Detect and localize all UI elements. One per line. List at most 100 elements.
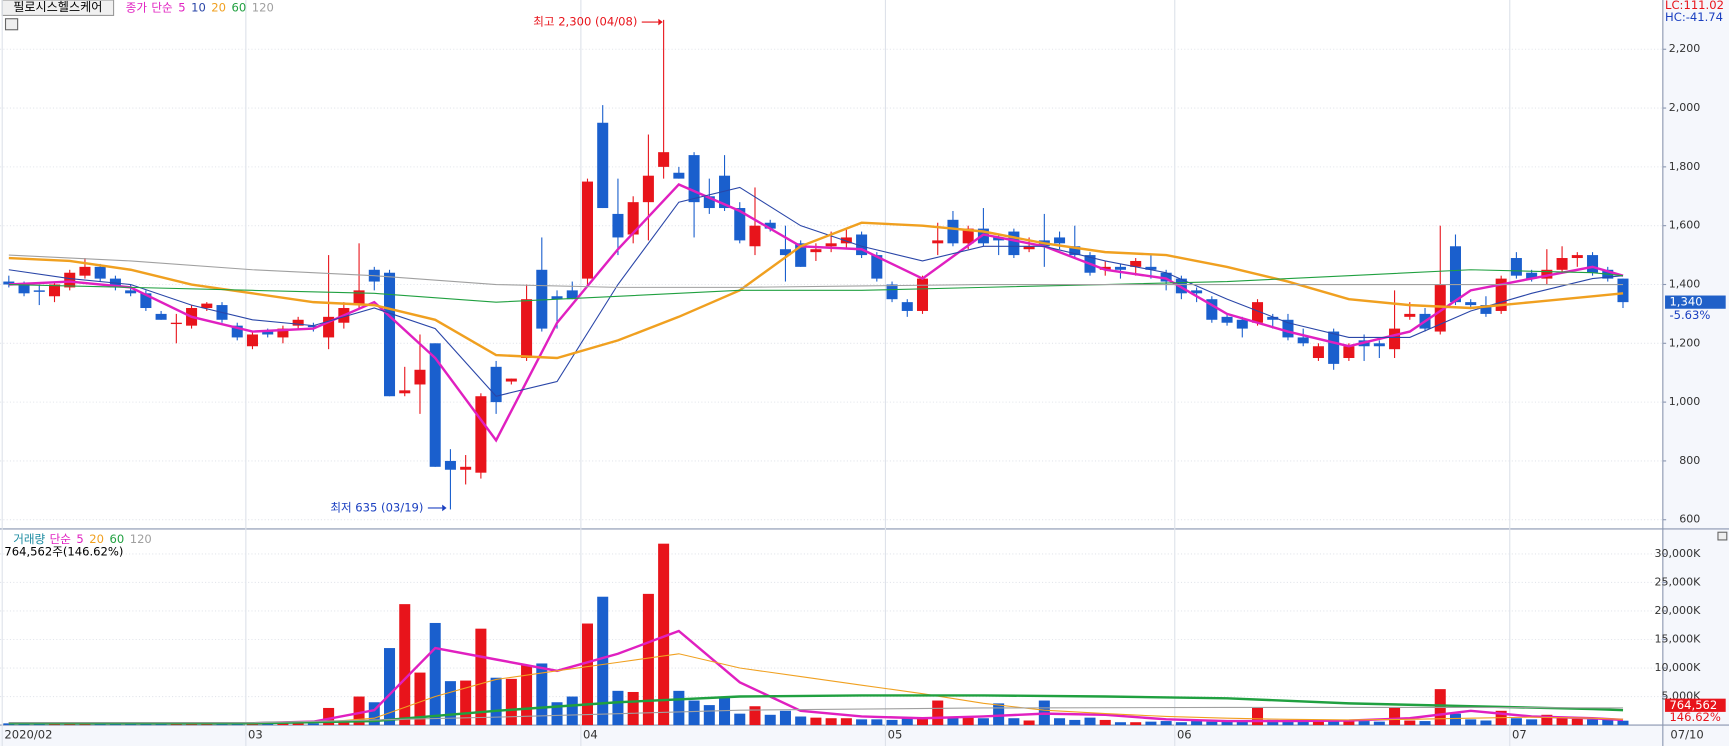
candle-body bbox=[1480, 305, 1492, 314]
moving-average bbox=[8, 254, 1624, 288]
candle-body bbox=[1510, 258, 1522, 276]
candle-body bbox=[1465, 302, 1477, 306]
volume-bar bbox=[886, 719, 898, 726]
volume-bar bbox=[734, 713, 746, 726]
volume-bar bbox=[277, 723, 289, 726]
volume-bar bbox=[490, 677, 502, 726]
candle-body bbox=[246, 334, 258, 347]
candle-body bbox=[536, 269, 548, 329]
candle-body bbox=[1297, 337, 1309, 344]
volume-bar bbox=[307, 723, 319, 726]
volume-bar bbox=[1480, 720, 1492, 726]
volume-bar bbox=[795, 716, 807, 726]
candle-body bbox=[353, 290, 365, 306]
legend-entry: 5 bbox=[178, 0, 185, 14]
candle-body bbox=[1267, 316, 1279, 320]
volume-bar bbox=[1206, 721, 1218, 726]
volume-bar bbox=[1023, 720, 1035, 726]
volume-bar bbox=[1114, 722, 1126, 726]
last-price-tag bbox=[1665, 295, 1726, 309]
volume-bar bbox=[1373, 721, 1385, 726]
volume-bar bbox=[1130, 722, 1142, 726]
settings-icon[interactable] bbox=[4, 18, 19, 31]
last-volume-label: 764,562 bbox=[1669, 698, 1717, 712]
candle-body bbox=[323, 316, 335, 338]
volume-bar bbox=[1267, 719, 1279, 726]
volume-bar bbox=[703, 705, 715, 726]
volume-bar bbox=[384, 648, 396, 726]
candle-body bbox=[1404, 313, 1416, 317]
candle-body bbox=[1221, 316, 1233, 323]
y-tick-label: 1,600 bbox=[1669, 219, 1701, 232]
volume-bar bbox=[962, 717, 974, 726]
legend-entry: 60 bbox=[232, 0, 247, 14]
candle-body bbox=[1282, 319, 1294, 338]
moving-average bbox=[8, 183, 1624, 443]
candle-body bbox=[703, 196, 715, 209]
volume-bar bbox=[566, 696, 578, 726]
low-arrowhead bbox=[442, 504, 447, 512]
legend-entry: 20 bbox=[211, 0, 226, 14]
volume-bar bbox=[1069, 719, 1081, 726]
current-date: 07/10 bbox=[1670, 727, 1703, 741]
volume-bar bbox=[1449, 713, 1461, 726]
volume-bar bbox=[429, 622, 441, 726]
candle-body bbox=[475, 396, 487, 473]
y-tick-label: 600 bbox=[1679, 513, 1700, 526]
high-arrowhead bbox=[658, 18, 663, 26]
candle-body bbox=[901, 302, 913, 311]
volume-bar bbox=[505, 678, 517, 726]
volume-bar bbox=[1465, 719, 1477, 726]
candle-body bbox=[1023, 246, 1035, 250]
legend-entry: 120 bbox=[130, 531, 152, 545]
volume-bar bbox=[749, 706, 761, 726]
volume-bar bbox=[779, 710, 791, 726]
y-tick-label: 20,000K bbox=[1655, 604, 1702, 617]
volume-bar bbox=[1419, 721, 1431, 726]
candle-body bbox=[977, 228, 989, 244]
x-tick-label: 06 bbox=[1177, 727, 1192, 741]
legend-ma-label: 단순 bbox=[50, 531, 72, 545]
candle-body bbox=[1130, 260, 1142, 267]
volume-bar bbox=[1587, 719, 1599, 726]
volume-bar bbox=[901, 717, 913, 726]
candle-body bbox=[170, 322, 182, 325]
volume-bar bbox=[1236, 720, 1248, 726]
candle-body bbox=[18, 284, 30, 294]
candle-body bbox=[810, 249, 822, 253]
candle-body bbox=[551, 296, 563, 300]
change-label: -5.63% bbox=[1669, 308, 1710, 322]
y-tick-label: 10,000K bbox=[1655, 661, 1702, 674]
candle-body bbox=[292, 319, 304, 326]
candle-body bbox=[33, 290, 45, 292]
candle-body bbox=[566, 290, 578, 300]
volume-bar bbox=[764, 714, 776, 726]
right-axis-area bbox=[1662, 0, 1729, 746]
candle-body bbox=[1495, 278, 1507, 311]
volume-bar bbox=[1343, 721, 1355, 726]
candle-body bbox=[1160, 272, 1172, 282]
candle-body bbox=[444, 460, 456, 470]
bottom-axis-area bbox=[0, 725, 1729, 746]
candle-body bbox=[673, 172, 685, 179]
y-tick-label: 1,400 bbox=[1669, 277, 1701, 290]
volume-bar bbox=[597, 596, 609, 726]
y-tick-label: 15,000K bbox=[1655, 633, 1702, 646]
moving-average bbox=[8, 269, 1624, 303]
candle-body bbox=[490, 366, 502, 403]
volume-bar bbox=[627, 691, 639, 726]
volume-bar bbox=[856, 719, 868, 726]
volume-bar bbox=[1160, 721, 1172, 726]
panel-button[interactable] bbox=[1717, 531, 1728, 541]
volume-bar bbox=[444, 681, 456, 726]
volume-bar bbox=[688, 700, 700, 726]
y-tick-label: 1,200 bbox=[1669, 336, 1701, 349]
y-tick-label: 1,000 bbox=[1669, 395, 1701, 408]
candle-body bbox=[1587, 255, 1599, 273]
volume-bar bbox=[825, 718, 837, 726]
candle-body bbox=[688, 155, 700, 203]
volume-bar bbox=[658, 543, 670, 726]
high-annotation: 최고 2,300 (04/08) bbox=[533, 15, 637, 29]
volume-bar bbox=[1328, 720, 1340, 726]
